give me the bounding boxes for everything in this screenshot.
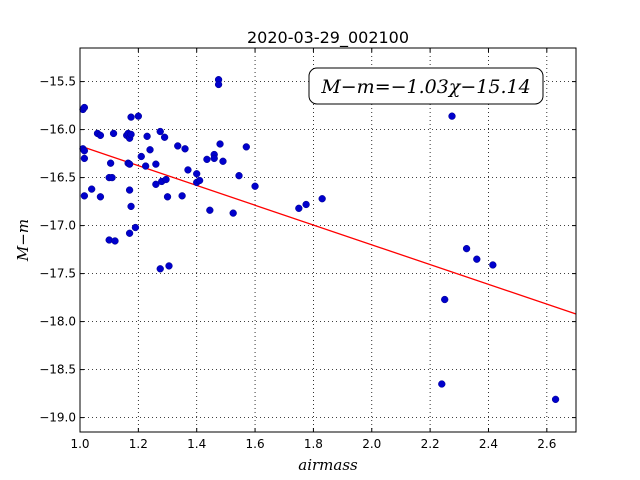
- data-point: [127, 202, 135, 211]
- data-point: [80, 154, 89, 163]
- plot-frame: [79, 47, 577, 433]
- data-point: [235, 172, 243, 180]
- x-tick-label: 2.0: [362, 437, 381, 451]
- data-point: [174, 142, 182, 150]
- data-point: [146, 146, 154, 154]
- data-point: [163, 193, 172, 201]
- data-point: [127, 130, 135, 139]
- plot-area: [80, 48, 576, 432]
- x-axis-label: airmass: [298, 456, 358, 474]
- data-point: [156, 265, 164, 273]
- data-point: [160, 133, 169, 141]
- data-point: [131, 223, 140, 232]
- data-point: [127, 113, 135, 121]
- x-tick-label: 1.0: [70, 437, 89, 451]
- data-point: [318, 195, 326, 203]
- y-tick-label: −19.0: [39, 411, 76, 425]
- x-tick-label: 1.6: [246, 437, 265, 451]
- data-point: [143, 132, 151, 140]
- equation-annotation: M−m=−1.03χ−15.14: [308, 67, 544, 105]
- y-tick-label: −16.5: [39, 171, 76, 185]
- grid: [79, 48, 576, 432]
- x-tick-label: 2.4: [479, 437, 498, 451]
- data-point: [141, 162, 150, 170]
- fit-line: [85, 147, 577, 315]
- annotation-box: [308, 67, 544, 105]
- data-point: [111, 237, 119, 245]
- data-point: [165, 262, 173, 270]
- data-point: [448, 112, 456, 120]
- data-point: [178, 192, 186, 200]
- data-point: [206, 206, 214, 214]
- data-point: [473, 255, 481, 263]
- data-point: [152, 180, 160, 188]
- data-point: [162, 175, 170, 184]
- x-tick-label: 1.2: [129, 437, 148, 451]
- data-point: [125, 186, 134, 194]
- y-tick-label: −17.5: [39, 267, 76, 281]
- x-tick-label: 1.8: [304, 437, 323, 451]
- data-point: [88, 185, 96, 193]
- y-tick-label: −17.0: [39, 219, 76, 233]
- x-tick-label: 1.4: [187, 437, 206, 451]
- fit-line-group: [85, 147, 577, 315]
- y-tick-label: −18.5: [39, 363, 76, 377]
- data-point: [125, 229, 134, 237]
- y-tick-label: −15.5: [39, 75, 76, 89]
- y-tick-label: −18.0: [39, 315, 76, 329]
- x-tick-label: 2.2: [421, 437, 440, 451]
- data-point: [156, 127, 164, 136]
- x-tick-label: 2.6: [537, 437, 556, 451]
- data-point: [96, 131, 105, 140]
- annotation-text: M−m=−1.03χ−15.14: [320, 76, 530, 98]
- data-point: [137, 152, 145, 161]
- data-point: [302, 200, 310, 209]
- data-point: [193, 170, 201, 178]
- data-point: [125, 160, 134, 168]
- data-point: [438, 380, 446, 388]
- data-point: [203, 155, 211, 164]
- data-point: [184, 166, 192, 174]
- data-point: [109, 129, 118, 138]
- data-point: [80, 147, 89, 155]
- data-point: [181, 145, 189, 153]
- y-tick-label: −16.0: [39, 123, 76, 137]
- axis-ticks: 1.0 1.2 1.4 1.6 1.8 2.0 2.2 2.4 2.6 −15.5 −16.0 −16…: [39, 48, 576, 451]
- data-point: [242, 143, 250, 151]
- data-point: [462, 244, 471, 253]
- data-point: [195, 176, 204, 185]
- data-point: [295, 204, 303, 212]
- data-point: [229, 209, 237, 217]
- data-point: [251, 182, 259, 190]
- y-axis-label: M−m: [14, 219, 32, 262]
- data-point: [441, 295, 449, 304]
- data-point: [551, 395, 560, 404]
- data-point: [96, 193, 105, 201]
- data-point: [219, 157, 227, 165]
- data-point: [214, 80, 223, 89]
- data-point: [80, 103, 89, 112]
- data-point: [108, 173, 116, 182]
- data-point: [106, 159, 115, 167]
- data-points: [79, 76, 560, 404]
- data-point: [80, 192, 89, 200]
- data-point: [152, 160, 160, 168]
- data-point: [489, 261, 497, 269]
- data-point: [134, 112, 143, 120]
- data-point: [210, 154, 218, 163]
- data-point: [216, 140, 224, 148]
- chart-title: 2020-03-29_002100: [247, 28, 409, 48]
